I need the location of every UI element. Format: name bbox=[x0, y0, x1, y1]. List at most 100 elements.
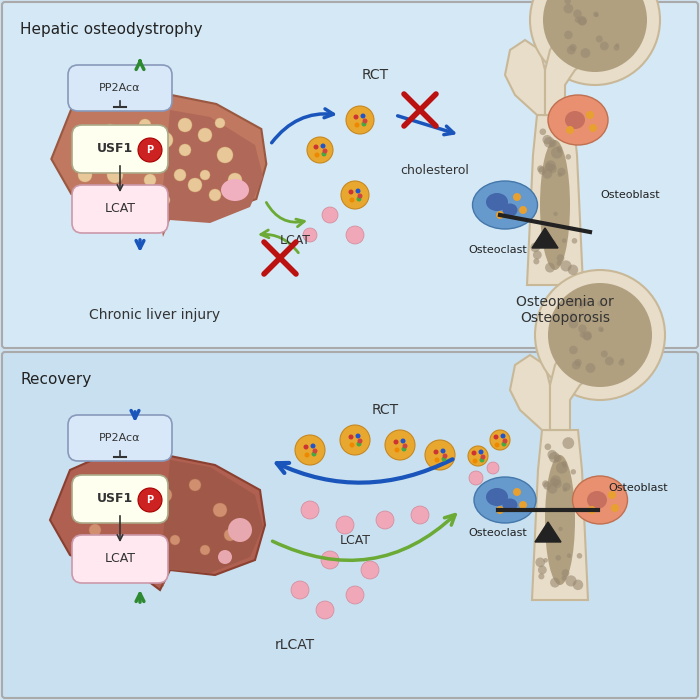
Circle shape bbox=[578, 325, 587, 333]
Circle shape bbox=[543, 482, 552, 490]
Circle shape bbox=[376, 511, 394, 529]
Circle shape bbox=[556, 146, 561, 151]
Circle shape bbox=[569, 44, 577, 51]
Text: LCAT: LCAT bbox=[104, 202, 136, 216]
Circle shape bbox=[557, 148, 561, 153]
Circle shape bbox=[596, 36, 603, 43]
Circle shape bbox=[555, 555, 561, 561]
Circle shape bbox=[385, 430, 415, 460]
Circle shape bbox=[582, 331, 592, 340]
Circle shape bbox=[550, 478, 559, 486]
Circle shape bbox=[336, 516, 354, 534]
Circle shape bbox=[361, 561, 379, 579]
Circle shape bbox=[620, 358, 624, 363]
Text: LCAT: LCAT bbox=[340, 533, 370, 547]
Circle shape bbox=[563, 487, 567, 492]
Circle shape bbox=[139, 119, 151, 131]
Circle shape bbox=[615, 43, 620, 48]
Circle shape bbox=[178, 118, 192, 132]
Circle shape bbox=[569, 346, 577, 354]
Circle shape bbox=[588, 506, 596, 514]
Circle shape bbox=[572, 238, 578, 244]
Ellipse shape bbox=[474, 477, 536, 523]
Polygon shape bbox=[51, 89, 266, 229]
Circle shape bbox=[314, 153, 319, 158]
Circle shape bbox=[586, 111, 594, 119]
Circle shape bbox=[358, 193, 363, 199]
Ellipse shape bbox=[573, 476, 627, 524]
Circle shape bbox=[549, 139, 557, 147]
Circle shape bbox=[179, 144, 191, 156]
Circle shape bbox=[346, 226, 364, 244]
Polygon shape bbox=[160, 460, 263, 587]
Circle shape bbox=[442, 456, 447, 461]
Circle shape bbox=[311, 444, 316, 449]
Circle shape bbox=[361, 122, 367, 127]
Circle shape bbox=[519, 206, 527, 214]
Circle shape bbox=[540, 129, 546, 135]
Circle shape bbox=[321, 144, 326, 148]
Circle shape bbox=[564, 4, 573, 13]
Ellipse shape bbox=[486, 193, 508, 211]
Ellipse shape bbox=[587, 491, 607, 509]
Circle shape bbox=[559, 526, 563, 531]
Circle shape bbox=[307, 137, 333, 163]
Circle shape bbox=[537, 165, 544, 172]
Circle shape bbox=[557, 168, 566, 176]
Circle shape bbox=[581, 299, 589, 307]
Circle shape bbox=[605, 356, 614, 365]
Circle shape bbox=[547, 450, 557, 459]
Circle shape bbox=[480, 458, 484, 463]
Circle shape bbox=[542, 169, 552, 178]
Circle shape bbox=[402, 444, 407, 449]
Polygon shape bbox=[160, 110, 263, 237]
Circle shape bbox=[598, 327, 603, 332]
FancyBboxPatch shape bbox=[68, 65, 172, 111]
Circle shape bbox=[572, 360, 581, 370]
Circle shape bbox=[542, 480, 549, 487]
Circle shape bbox=[548, 164, 556, 173]
Circle shape bbox=[566, 154, 571, 160]
Circle shape bbox=[135, 540, 145, 550]
Polygon shape bbox=[535, 522, 561, 542]
Circle shape bbox=[535, 270, 665, 400]
Circle shape bbox=[568, 265, 578, 275]
Circle shape bbox=[78, 168, 92, 182]
Circle shape bbox=[321, 151, 326, 157]
Circle shape bbox=[569, 313, 576, 319]
Circle shape bbox=[174, 169, 186, 181]
Circle shape bbox=[411, 506, 429, 524]
Circle shape bbox=[567, 46, 575, 55]
Circle shape bbox=[295, 435, 325, 465]
Text: P: P bbox=[146, 145, 153, 155]
Circle shape bbox=[349, 190, 354, 195]
FancyBboxPatch shape bbox=[2, 352, 698, 698]
Circle shape bbox=[538, 573, 545, 580]
Circle shape bbox=[341, 181, 369, 209]
Text: cholesterol: cholesterol bbox=[400, 164, 469, 176]
Circle shape bbox=[561, 461, 566, 466]
Circle shape bbox=[611, 504, 619, 512]
Circle shape bbox=[584, 332, 592, 340]
Circle shape bbox=[316, 601, 334, 619]
Circle shape bbox=[545, 160, 556, 171]
Circle shape bbox=[601, 351, 608, 358]
Circle shape bbox=[545, 444, 551, 450]
Circle shape bbox=[550, 475, 561, 486]
Text: RCT: RCT bbox=[372, 403, 398, 417]
Circle shape bbox=[487, 462, 499, 474]
Circle shape bbox=[480, 454, 486, 459]
Circle shape bbox=[575, 17, 580, 22]
Text: USF1: USF1 bbox=[97, 493, 133, 505]
Circle shape bbox=[228, 173, 242, 187]
Circle shape bbox=[130, 205, 140, 215]
Circle shape bbox=[558, 172, 562, 177]
Ellipse shape bbox=[503, 498, 517, 512]
Circle shape bbox=[98, 483, 112, 497]
Circle shape bbox=[586, 363, 595, 373]
Circle shape bbox=[543, 558, 548, 563]
Circle shape bbox=[575, 359, 582, 366]
Ellipse shape bbox=[565, 111, 585, 129]
Circle shape bbox=[442, 454, 447, 458]
Circle shape bbox=[494, 435, 498, 440]
